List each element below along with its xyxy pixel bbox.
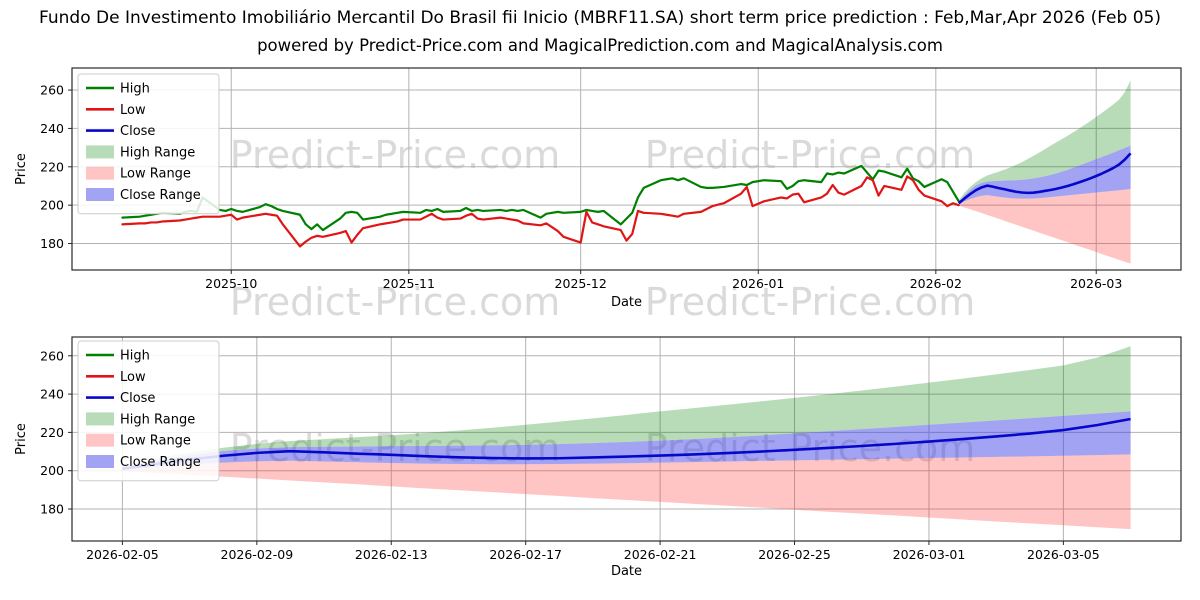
y-tick-label: 200 [40, 463, 64, 478]
low-range-band [958, 188, 1131, 264]
x-axis-label: Date [611, 564, 642, 579]
x-tick-label: 2026-02-25 [758, 547, 831, 562]
legend-sample-low-range [86, 166, 114, 180]
legend-label: Low Range [120, 167, 191, 182]
axes-border [71, 67, 1182, 271]
y-axis-label: Price [14, 153, 29, 185]
high-range-band [958, 80, 1131, 202]
figure-subtitle: powered by Predict-Price.com and Magical… [257, 36, 943, 55]
legend-label: Close Range [120, 455, 201, 470]
legend-sample-high-range [86, 412, 114, 426]
legend-label: High Range [120, 145, 195, 160]
legend-label: Close [120, 124, 155, 139]
x-tick-label: 2026-02 [910, 276, 962, 291]
x-tick-label: 2026-03-05 [1027, 547, 1100, 562]
high-line [121, 164, 960, 232]
figure-title: Fundo De Investimento Imobiliário Mercan… [39, 8, 1161, 28]
legend-label: Low Range [120, 434, 191, 449]
legend-sample-close-range [86, 188, 114, 201]
x-axis-label: Date [611, 295, 642, 310]
watermark-text: Predict-Price.com [230, 426, 561, 470]
legend: High Low Close High Range Low Range Close Ran… [77, 73, 220, 215]
x-tick-label: 2026-01 [732, 276, 784, 291]
x-tick-label: 2025-12 [555, 276, 607, 291]
x-tick-label: 2025-10 [205, 276, 257, 291]
watermark-text: Predict-Price.com [645, 133, 976, 177]
legend-sample-low-range [86, 433, 114, 447]
x-tick-label: 2025-11 [383, 276, 435, 291]
close-line [122, 417, 1131, 471]
y-tick-label: 180 [40, 502, 64, 517]
legend-sample-close-range [86, 455, 114, 468]
low-range-band [122, 454, 1131, 530]
legend-label: Low [120, 103, 146, 118]
close-line [957, 152, 1132, 205]
y-tick-label: 260 [40, 348, 64, 363]
x-tick-label: 2026-03-01 [893, 547, 966, 562]
axes-border [71, 336, 1182, 542]
y-tick-label: 260 [40, 83, 64, 98]
legend-label: High [120, 82, 150, 97]
history-chart: Predict-Price.com Predict-Price.com Predic… [0, 60, 1200, 330]
y-tick-label: 240 [40, 121, 64, 136]
y-tick-label: 240 [40, 387, 64, 402]
legend-label: Close Range [120, 188, 201, 203]
x-tick-label: 2026-02-21 [624, 547, 697, 562]
forecast-chart: Predict-Price.comPredict-Price.com2026-0… [0, 330, 1200, 600]
y-axis-label: Price [14, 423, 29, 455]
history-and-forecast-group: Predict-Price.com Predict-Price.com Predic… [0, 60, 1200, 330]
watermark-text: Predict-Price.com [230, 133, 561, 177]
watermark-text: Predict-Price.com [230, 280, 561, 324]
forecast-detail-group: Predict-Price.comPredict-Price.com2026-0… [0, 330, 1200, 600]
y-tick-label: 220 [40, 425, 64, 440]
y-tick-label: 200 [40, 198, 64, 213]
low-line [121, 175, 960, 248]
watermark-text: Predict-Price.com [645, 280, 976, 324]
legend-label: High [120, 349, 150, 364]
legend-sample-high-range [86, 145, 114, 159]
high-range-band [122, 346, 1131, 468]
legend: High Low Close High Range Low Range Close Ran… [77, 340, 220, 482]
legend-label: Close [120, 391, 155, 406]
y-tick-label: 220 [40, 159, 64, 174]
x-tick-label: 2026-02-09 [221, 547, 294, 562]
legend-label: High Range [120, 412, 195, 427]
x-tick-label: 2026-03 [1070, 276, 1122, 291]
x-tick-label: 2026-02-05 [86, 547, 159, 562]
x-tick-label: 2026-02-13 [355, 547, 428, 562]
legend-label: Low [120, 370, 146, 385]
y-tick-label: 180 [40, 236, 64, 251]
x-tick-label: 2026-02-17 [489, 547, 562, 562]
